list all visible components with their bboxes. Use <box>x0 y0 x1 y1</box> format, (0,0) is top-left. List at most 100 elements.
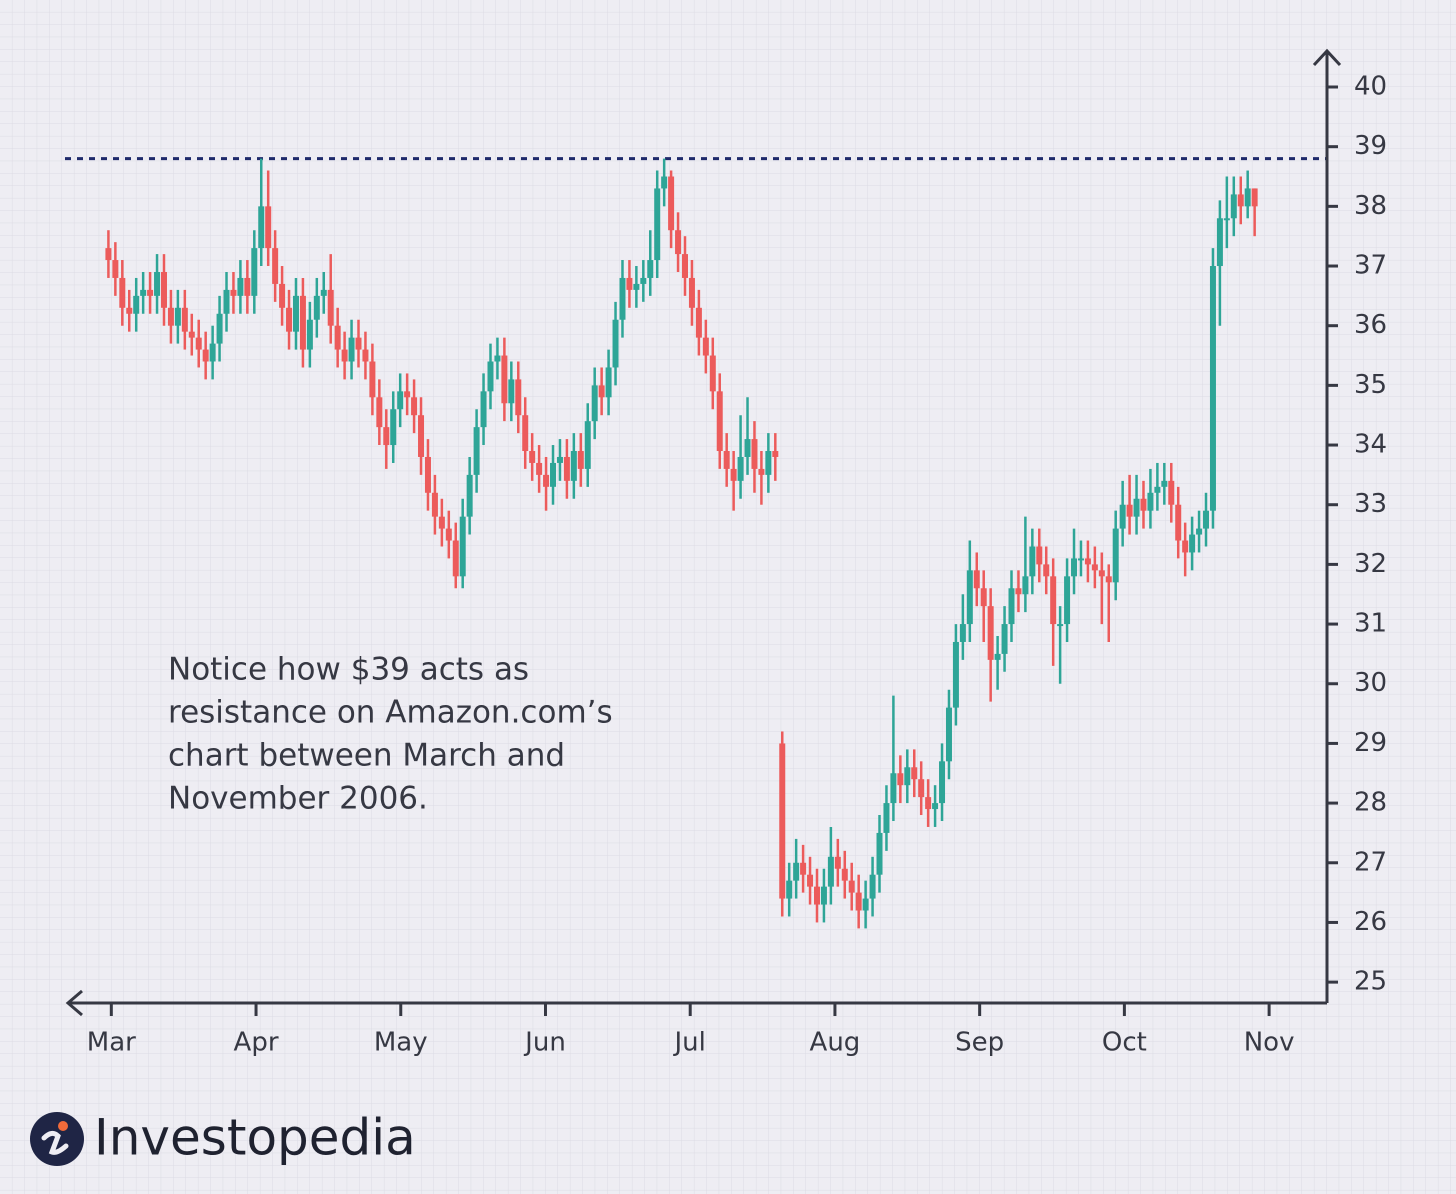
candle-body <box>431 492 438 517</box>
candle-body <box>1001 624 1008 654</box>
candle-body <box>827 856 834 887</box>
candle-body <box>925 797 932 810</box>
candle-body <box>1147 492 1154 511</box>
x-tick-label: Mar <box>87 1028 136 1058</box>
candle-body <box>1084 558 1091 565</box>
y-tick-label: 27 <box>1354 847 1387 877</box>
candle-body <box>883 803 890 833</box>
candle-body <box>355 337 362 350</box>
candle-body <box>508 379 515 404</box>
candle-body <box>730 468 737 481</box>
candle-body <box>737 456 744 481</box>
candle-body <box>174 307 181 326</box>
candle-body <box>341 349 348 362</box>
candle-body <box>411 397 418 416</box>
candle-body <box>494 355 501 362</box>
candle-body <box>272 248 279 284</box>
annotation-line: resistance on Amazon.com’s <box>168 695 613 731</box>
candle-body <box>682 254 689 278</box>
candle-body <box>133 295 140 314</box>
candle-body <box>654 188 661 261</box>
candle-body <box>237 277 244 296</box>
candle-body <box>709 355 716 392</box>
candle-body <box>952 641 959 708</box>
x-tick-label: Apr <box>234 1028 279 1058</box>
candle-body <box>230 289 237 296</box>
candle-body <box>105 248 112 261</box>
candle-body <box>855 892 862 911</box>
candle-body <box>675 230 682 255</box>
candle-body <box>598 385 605 398</box>
candle-body <box>209 343 216 362</box>
candle-body <box>619 277 626 320</box>
candle-body <box>306 319 313 350</box>
candle-body <box>1036 546 1043 565</box>
x-tick-label: Nov <box>1244 1028 1295 1058</box>
candle-body <box>800 862 807 875</box>
candle-body <box>932 803 939 810</box>
candle-body <box>973 570 980 589</box>
y-tick-label: 30 <box>1354 668 1387 698</box>
candle-body <box>147 289 154 296</box>
candle-body <box>1209 266 1216 511</box>
y-tick-label: 34 <box>1354 430 1387 460</box>
x-tick-label: Sep <box>955 1028 1004 1058</box>
x-tick-label: Aug <box>810 1028 861 1058</box>
candle-body <box>765 451 772 475</box>
candle-body <box>1057 624 1064 627</box>
candle-body <box>160 271 167 308</box>
annotation-line: Notice how $39 acts as <box>168 652 529 688</box>
candle-body <box>591 385 598 422</box>
candle-body <box>265 206 272 249</box>
candle-body <box>286 307 293 332</box>
candle-body <box>536 462 543 475</box>
candle-body <box>195 337 202 350</box>
candle-body <box>1154 486 1161 493</box>
y-tick-label: 26 <box>1354 907 1387 937</box>
candle-body <box>327 289 334 326</box>
candle-body <box>1168 480 1175 505</box>
candle-body <box>647 260 654 278</box>
candle-body <box>605 367 612 398</box>
brand-name: Investopedia <box>94 1109 416 1167</box>
candle-body <box>702 337 709 356</box>
candle-body <box>1050 576 1057 625</box>
candle-body <box>223 289 230 314</box>
candle-body <box>480 391 487 428</box>
candle-body <box>570 451 577 481</box>
candle-body <box>918 779 925 798</box>
candle-body <box>1189 534 1196 553</box>
y-tick-label: 32 <box>1354 549 1387 579</box>
candle-body <box>216 313 223 344</box>
candle-body <box>897 773 904 786</box>
candle-body <box>1043 564 1050 577</box>
candle-body <box>244 277 251 296</box>
candle-body <box>640 277 647 284</box>
candle-body <box>397 391 404 410</box>
candle-body <box>369 361 376 398</box>
candle-body <box>501 355 508 404</box>
candle-body <box>438 516 445 529</box>
y-tick-label: 31 <box>1354 609 1387 639</box>
y-tick-label: 39 <box>1354 131 1387 161</box>
candle-body <box>550 462 557 487</box>
candle-body <box>1244 188 1251 207</box>
y-tick-label: 28 <box>1354 788 1387 818</box>
candle-body <box>1175 504 1182 541</box>
x-tick-label: Oct <box>1102 1028 1147 1058</box>
logo: Investopedia <box>30 1109 416 1167</box>
x-tick-label: May <box>374 1028 428 1058</box>
candle-body <box>466 474 473 517</box>
y-tick-label: 37 <box>1354 251 1387 281</box>
candle-body <box>751 439 758 469</box>
candle-body <box>869 874 876 899</box>
candle-body <box>633 283 640 290</box>
axes: 25 26 27 28 29 30 31 32 33 34 35 36 37 38 39 40 Mar Apr Ma… <box>65 48 1387 1058</box>
candle-body <box>140 289 147 296</box>
candle-body <box>292 295 299 332</box>
candle-body <box>807 874 814 887</box>
candle-body <box>1029 546 1036 577</box>
candle-body <box>744 439 751 457</box>
candle-body <box>577 451 584 469</box>
candle-body <box>258 206 265 249</box>
